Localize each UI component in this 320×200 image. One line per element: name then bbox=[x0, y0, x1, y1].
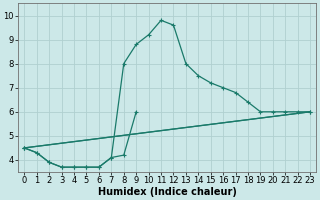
X-axis label: Humidex (Indice chaleur): Humidex (Indice chaleur) bbox=[98, 187, 237, 197]
